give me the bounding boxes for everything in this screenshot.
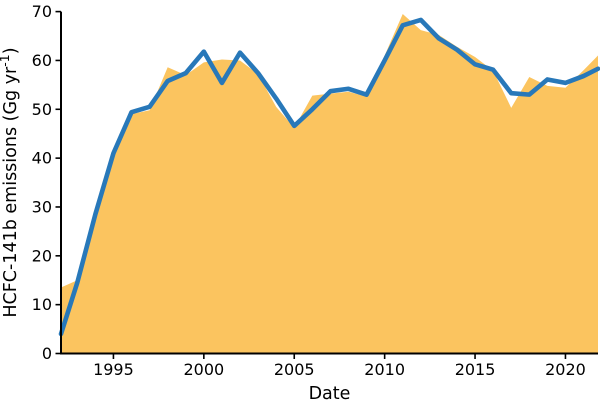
y-tick-label: 70 bbox=[32, 2, 52, 21]
y-tick-label: 20 bbox=[32, 246, 52, 265]
x-tick-label: 2005 bbox=[274, 360, 315, 379]
y-tick-label: 40 bbox=[32, 149, 52, 168]
y-tick-label: 0 bbox=[42, 344, 52, 363]
x-tick-label: 2020 bbox=[545, 360, 586, 379]
y-tick-label: 10 bbox=[32, 295, 52, 314]
x-axis-label: Date bbox=[309, 384, 351, 404]
x-tick-label: 2000 bbox=[183, 360, 224, 379]
x-tick-label: 2015 bbox=[455, 360, 496, 379]
x-tick-label: 1995 bbox=[93, 360, 134, 379]
y-axis-label: HCFC-141b emissions (Gg yr-1) bbox=[0, 47, 21, 317]
y-tick-label: 50 bbox=[32, 100, 52, 119]
area-series-filled-area-estimate bbox=[61, 14, 598, 354]
axes: 0 10 20 30 40 50 60 70 1995 2000 2005 2010 2015 2020 bbox=[32, 2, 598, 379]
y-tick-label: 30 bbox=[32, 197, 52, 216]
x-tick-label: 2010 bbox=[364, 360, 405, 379]
y-tick-label: 60 bbox=[32, 51, 52, 70]
line-series-thick-line-estimate bbox=[58, 17, 600, 337]
plot-area bbox=[58, 14, 600, 354]
